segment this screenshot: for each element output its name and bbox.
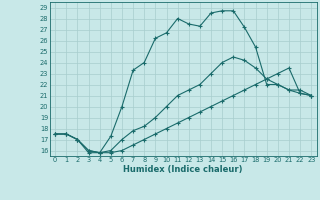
X-axis label: Humidex (Indice chaleur): Humidex (Indice chaleur) — [124, 165, 243, 174]
